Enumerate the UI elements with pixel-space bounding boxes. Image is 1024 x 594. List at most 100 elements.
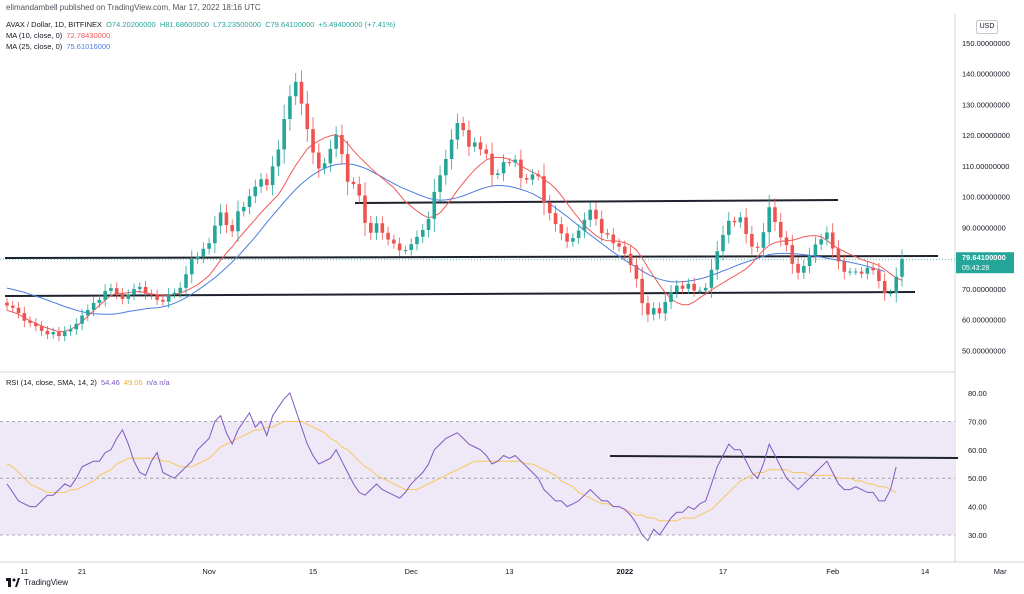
candle-body xyxy=(207,243,211,249)
rsi-legend[interactable]: RSI (14, close, SMA, 14, 2) 54.46 49.06 … xyxy=(6,378,170,387)
candle xyxy=(334,126,338,158)
rsi-tick-label: 70.00 xyxy=(968,417,987,426)
rsi-tick-label: 40.00 xyxy=(968,503,987,512)
candle xyxy=(703,283,708,296)
candle xyxy=(345,140,350,196)
time-tick-label: 11 xyxy=(20,567,28,576)
candle-body xyxy=(397,243,402,251)
candle xyxy=(392,234,396,249)
candle-body xyxy=(467,130,471,147)
candle-body xyxy=(623,246,627,254)
candle xyxy=(900,249,904,287)
candle-body xyxy=(496,173,500,175)
candle xyxy=(709,259,714,298)
candle-body xyxy=(530,174,535,180)
candle xyxy=(126,289,131,305)
candle xyxy=(184,265,188,297)
candle-body xyxy=(155,295,159,300)
candle-body xyxy=(16,307,21,314)
ma25-legend[interactable]: MA (25, close, 0) 75.61016000 xyxy=(6,42,110,51)
candle-body xyxy=(51,332,55,335)
candle xyxy=(91,296,96,317)
candle xyxy=(732,216,737,227)
candle xyxy=(68,324,73,336)
candle-body xyxy=(213,225,217,244)
candle xyxy=(576,224,581,245)
candle-body xyxy=(189,259,194,275)
candle-body xyxy=(900,259,904,277)
candle xyxy=(594,202,598,226)
candle-body xyxy=(519,159,523,179)
candle-body xyxy=(166,294,171,302)
rsi-band xyxy=(0,421,955,535)
price-tick-label: 90.00000000 xyxy=(962,223,1006,232)
candle xyxy=(155,289,159,306)
tradingview-footer[interactable]: TradingView xyxy=(6,578,68,587)
resistance-line xyxy=(4,255,939,259)
time-tick-label: 17 xyxy=(719,567,727,576)
candle xyxy=(120,288,125,305)
candle xyxy=(143,280,148,300)
candle xyxy=(178,282,183,299)
candle xyxy=(559,217,564,241)
candle-body xyxy=(871,267,875,271)
candle xyxy=(536,170,541,181)
candle xyxy=(161,295,165,307)
candle-body xyxy=(784,237,789,246)
candle xyxy=(790,234,795,275)
ohlc-low: L73.23500000 xyxy=(213,20,262,29)
candle xyxy=(530,168,535,186)
candle-body xyxy=(536,174,541,177)
candle-body xyxy=(894,276,899,294)
candle xyxy=(5,297,9,311)
price-tick-label: 70.00000000 xyxy=(962,285,1006,294)
rsi-tick-label: 50.00 xyxy=(968,474,987,483)
candle xyxy=(305,91,310,142)
candle xyxy=(640,266,644,316)
candle-body xyxy=(854,271,858,273)
candle xyxy=(409,238,413,256)
candle xyxy=(553,205,558,232)
candle-body xyxy=(293,81,298,97)
candle xyxy=(114,282,119,300)
rsi-value: 54.46 xyxy=(100,378,120,387)
candle-body xyxy=(449,139,454,159)
candle-body xyxy=(744,217,748,235)
candle xyxy=(426,211,431,238)
candle-body xyxy=(444,158,448,176)
candle-body xyxy=(409,244,413,251)
candle-body xyxy=(311,129,315,153)
candle-body xyxy=(218,212,223,226)
candle-body xyxy=(836,248,841,262)
candle-body xyxy=(767,207,771,233)
candle-body xyxy=(282,119,286,150)
candle xyxy=(646,295,650,323)
ma10-legend[interactable]: MA (10, close, 0) 72.78430000 xyxy=(6,31,110,40)
candle-body xyxy=(507,162,512,164)
candle xyxy=(224,204,229,234)
currency-button[interactable]: USD xyxy=(976,20,998,34)
candle-body xyxy=(351,181,356,185)
candle xyxy=(859,267,864,279)
candle xyxy=(253,179,258,204)
candle xyxy=(432,178,437,233)
candle xyxy=(478,136,483,156)
candle xyxy=(605,228,610,239)
candle-body xyxy=(241,206,246,212)
candle xyxy=(10,301,15,313)
candle xyxy=(132,283,136,301)
candle xyxy=(565,226,569,249)
publish-header: elimandambell published on TradingView.c… xyxy=(6,3,261,12)
candle xyxy=(317,143,321,178)
candle-body xyxy=(386,232,390,240)
candle xyxy=(484,144,489,159)
candle xyxy=(496,169,500,180)
candle xyxy=(686,278,691,295)
candle-body xyxy=(334,135,338,149)
candle xyxy=(276,139,281,176)
candle-body xyxy=(97,299,102,303)
candle-body xyxy=(328,148,333,164)
candle xyxy=(675,279,679,299)
candle xyxy=(582,212,587,239)
